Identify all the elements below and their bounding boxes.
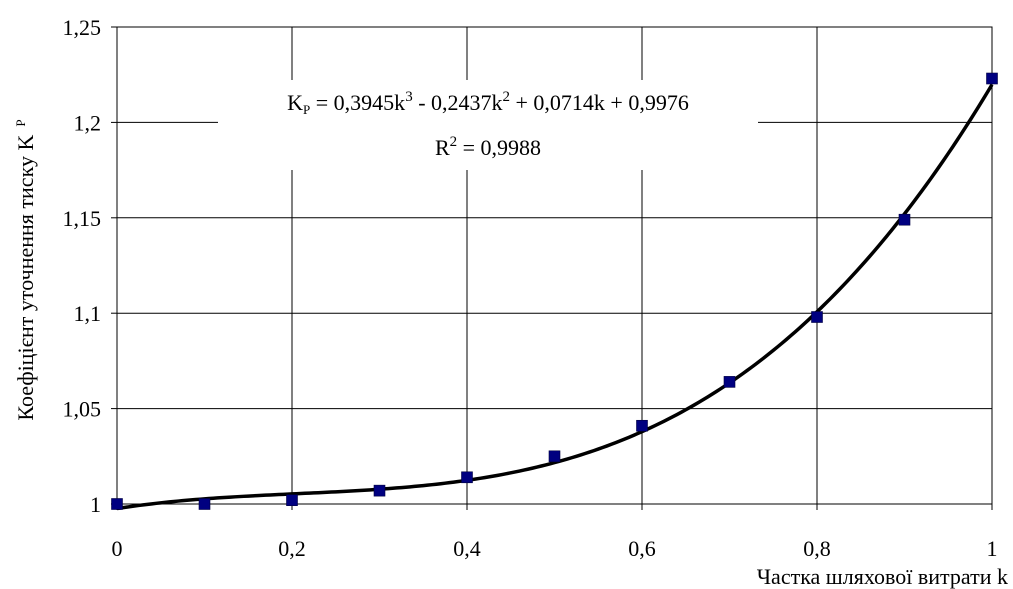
y-tick-label: 1,05	[63, 397, 102, 422]
x-tick-label: 0,2	[278, 536, 306, 561]
data-point	[461, 471, 473, 484]
data-point	[373, 484, 386, 497]
data-point	[723, 376, 736, 388]
r-squared-label: R2 = 0,9988	[435, 134, 541, 160]
y-axis-label: Коефіцієнт уточнення тиску KP	[13, 119, 38, 420]
x-axis-label: Частка шляхової витрати k	[757, 564, 1008, 589]
data-point	[898, 213, 911, 226]
y-tick-label: 1,25	[63, 15, 102, 40]
x-tick-label: 0,4	[453, 536, 481, 561]
y-tick-label: 1,1	[74, 301, 102, 326]
y-axis-ticks: 1 1,05 1,1 1,15 1,2 1,25	[63, 15, 117, 517]
data-point	[198, 498, 211, 510]
y-tick-label: 1	[90, 492, 101, 517]
x-axis-ticks: 0 0,2 0,4 0,6 0,8 1	[112, 504, 998, 561]
data-point	[286, 494, 298, 506]
x-tick-label: 0,8	[803, 536, 831, 561]
plot-area-frame	[116, 26, 993, 505]
y-axis-label-group: Коефіцієнт уточнення тиску KP	[13, 119, 38, 420]
x-tick-label: 0	[112, 536, 123, 561]
trendline	[116, 83, 994, 511]
data-point	[636, 419, 648, 432]
x-tick-label: 0,6	[628, 536, 656, 561]
data-point	[811, 311, 823, 323]
trendline-equation: KP = 0,3945k3 - 0,2437k2 + 0,0714k + 0,9…	[287, 89, 689, 117]
data-point	[111, 498, 123, 510]
data-point	[986, 72, 998, 85]
x-tick-label: 1	[987, 536, 998, 561]
y-tick-label: 1,15	[63, 206, 102, 231]
y-tick-label: 1,2	[74, 110, 102, 135]
data-points	[111, 72, 998, 510]
equation-label-background	[218, 80, 758, 170]
data-point	[548, 450, 561, 463]
